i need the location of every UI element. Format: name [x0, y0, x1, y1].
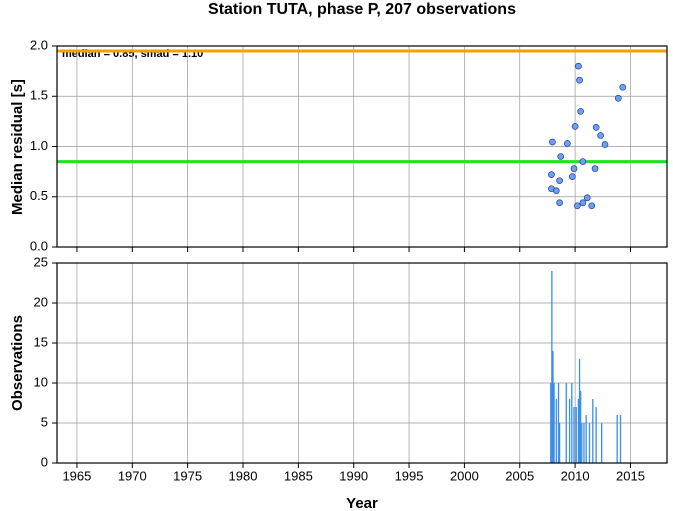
point — [575, 62, 582, 70]
x-tick-label: 1970 — [118, 468, 147, 483]
y-tick-label: 10 — [34, 374, 48, 389]
point — [548, 171, 555, 178]
point — [597, 132, 604, 139]
x-tick-label: 2015 — [616, 468, 645, 483]
y-tick-label: 1.0 — [30, 138, 48, 153]
point — [556, 177, 563, 185]
y-tick-label: 0.0 — [30, 238, 48, 253]
point — [573, 202, 581, 210]
y-tick-label: 2.0 — [30, 37, 48, 52]
point — [568, 173, 576, 180]
y-axis-label: Observations — [9, 315, 26, 411]
point — [591, 165, 599, 172]
x-axis-label: Year — [346, 495, 378, 511]
x-tick-label: 1980 — [229, 468, 258, 483]
x-tick-label: 1965 — [62, 468, 91, 483]
x-tick-label: 1990 — [339, 468, 368, 483]
y-axis-label: Median residual [s] — [9, 79, 26, 215]
point — [619, 83, 627, 91]
point — [614, 94, 622, 102]
point — [570, 165, 578, 172]
x-tick-label: 2010 — [561, 468, 590, 483]
y-tick-label: 0.5 — [30, 188, 48, 203]
x-tick-label: 2000 — [450, 468, 479, 483]
point — [552, 187, 560, 195]
point — [579, 199, 587, 207]
y-tick-label: 0 — [41, 454, 48, 469]
point — [556, 199, 563, 207]
x-tick-label: 1975 — [173, 468, 202, 483]
x-tick-label: 1985 — [284, 468, 313, 483]
y-tick-label: 5 — [41, 414, 48, 429]
x-tick-label: 2005 — [505, 468, 534, 483]
y-tick-label: 1.5 — [30, 88, 48, 103]
x-tick-label: 1995 — [395, 468, 424, 483]
chart-title: Station TUTA, phase P, 207 observations — [208, 1, 516, 18]
plot-frame — [56, 45, 668, 248]
point — [579, 158, 587, 165]
point — [576, 76, 583, 84]
point — [583, 194, 591, 202]
plot-frame — [56, 262, 668, 464]
point — [601, 141, 609, 148]
point — [557, 153, 565, 160]
point — [588, 202, 596, 210]
point — [564, 140, 571, 147]
point — [571, 123, 579, 130]
y-tick-label: 15 — [34, 334, 48, 349]
y-tick-label: 20 — [34, 294, 48, 309]
y-tick-label: 25 — [34, 254, 48, 269]
point — [549, 138, 556, 146]
point — [592, 124, 600, 131]
point — [577, 107, 584, 115]
